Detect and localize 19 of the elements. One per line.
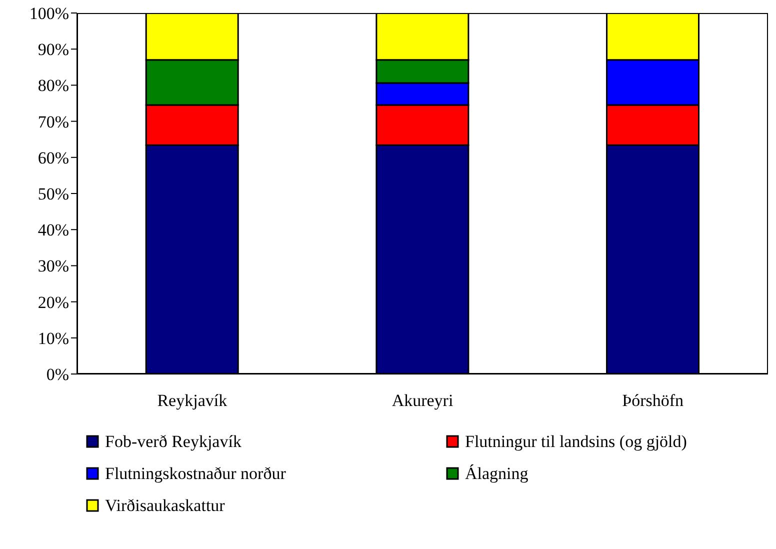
y-tick-label: 80%	[38, 76, 69, 96]
x-tick-label: Reykjavík	[157, 391, 228, 410]
y-tick-label: 40%	[38, 220, 69, 240]
legend-label: Flutningur til landsins (og gjöld)	[465, 432, 687, 452]
y-tick-label: 30%	[38, 256, 69, 276]
legend-label: Álagning	[465, 464, 528, 484]
y-tick-label: 20%	[38, 292, 69, 312]
x-tick-label: Þórshöfn	[622, 391, 684, 410]
y-tick-label: 100%	[29, 4, 69, 24]
legend-label: Flutningskostnaður norður	[105, 464, 286, 484]
y-tick-label: 0%	[46, 365, 69, 384]
x-tick-label: Akureyri	[392, 391, 454, 410]
y-tick-label: 70%	[38, 112, 69, 132]
y-tick-label: 10%	[38, 328, 69, 348]
y-tick-label: 50%	[38, 184, 69, 204]
legend-label: Fob-verð Reykjavík	[105, 432, 242, 452]
legend-label: Virðisaukaskattur	[105, 496, 225, 516]
y-tick-label: 90%	[38, 40, 69, 60]
y-tick-label: 60%	[38, 148, 69, 168]
